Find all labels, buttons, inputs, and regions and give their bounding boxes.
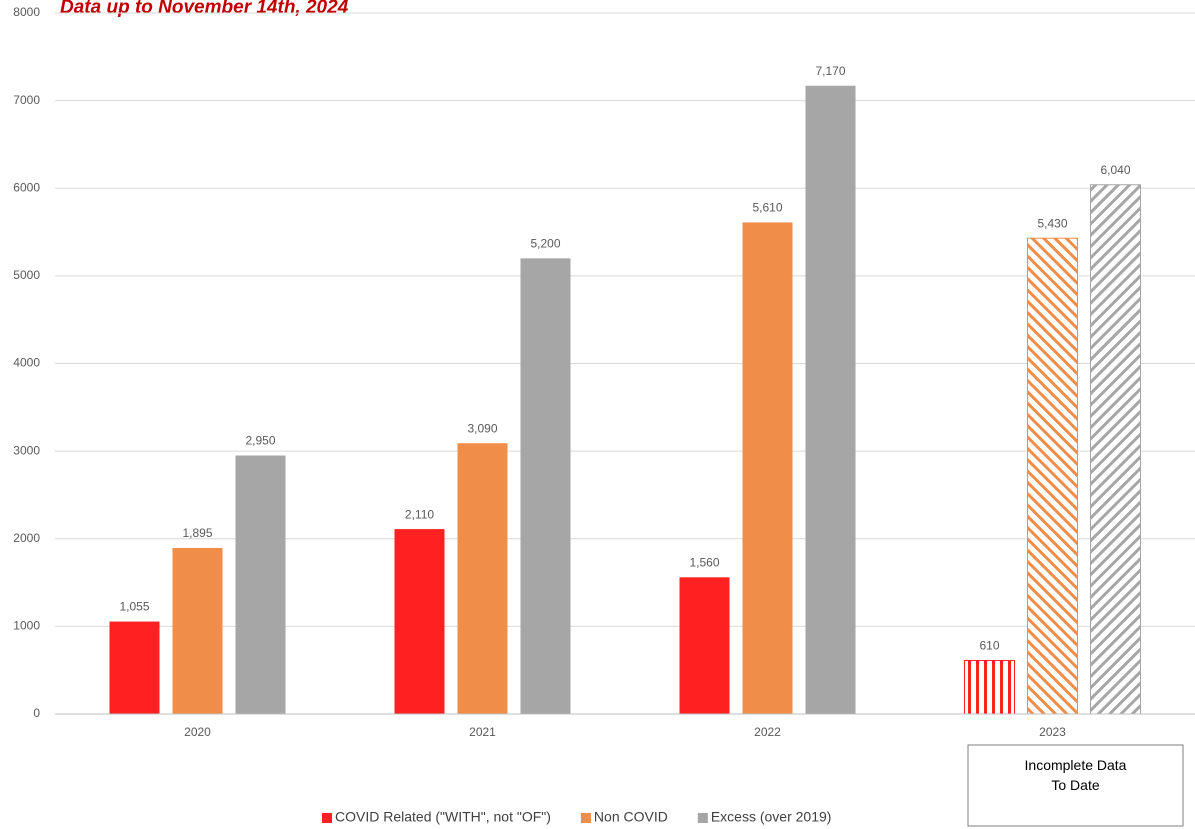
legend-swatch <box>580 813 591 823</box>
value-label: 1,560 <box>689 555 719 569</box>
x-tick-label: 2022 <box>754 725 781 739</box>
y-tick-label: 1000 <box>13 619 40 633</box>
value-label: 2,110 <box>405 507 434 521</box>
value-label: 7,170 <box>815 64 845 78</box>
value-label: 1,895 <box>182 526 212 540</box>
value-label: 5,430 <box>1037 216 1067 230</box>
value-label: 610 <box>979 639 999 653</box>
y-tick-label: 0 <box>33 706 40 720</box>
y-tick-label: 3000 <box>13 443 40 457</box>
value-label: 5,610 <box>752 201 782 215</box>
bar <box>964 660 1015 715</box>
bar <box>235 455 286 714</box>
value-label: 1,055 <box>119 600 149 614</box>
x-tick-label: 2020 <box>184 725 211 739</box>
y-tick-label: 6000 <box>13 180 40 194</box>
value-label: 6,040 <box>1100 163 1130 177</box>
annotation-holder: Incomplete Data To Date <box>1024 757 1127 793</box>
legend-swatch <box>322 813 332 823</box>
annotation: Incomplete Data To Date <box>1024 757 1127 793</box>
bar <box>394 529 445 714</box>
x-tick-label: 2021 <box>469 725 496 739</box>
legend-swatch <box>697 813 708 823</box>
bar <box>1090 184 1141 715</box>
bar <box>457 443 508 714</box>
legend-label: COVID Related ("WITH", not "OF") <box>335 809 551 825</box>
bar <box>1027 237 1078 715</box>
bar <box>520 258 571 714</box>
y-tick-label: 2000 <box>13 531 40 545</box>
y-tick-label: 8000 <box>13 5 40 19</box>
bar <box>742 222 793 714</box>
x-tick-label: 2023 <box>1039 725 1066 739</box>
y-tick-label: 4000 <box>13 356 40 370</box>
value-label: 5,200 <box>530 237 560 251</box>
value-label: 3,090 <box>467 421 497 435</box>
bar <box>805 85 856 714</box>
bar <box>679 577 730 714</box>
bar <box>109 621 160 714</box>
legend-label: Non COVID <box>594 809 668 825</box>
legend-label: Excess (over 2019) <box>711 809 832 825</box>
y-tick-label: 7000 <box>13 93 40 107</box>
chart-title: Data up to November 14th, 2024 <box>60 0 349 18</box>
annotation-box <box>967 744 1184 827</box>
y-tick-label: 5000 <box>13 268 40 282</box>
value-label: 2,950 <box>245 434 275 448</box>
bar <box>172 547 223 714</box>
